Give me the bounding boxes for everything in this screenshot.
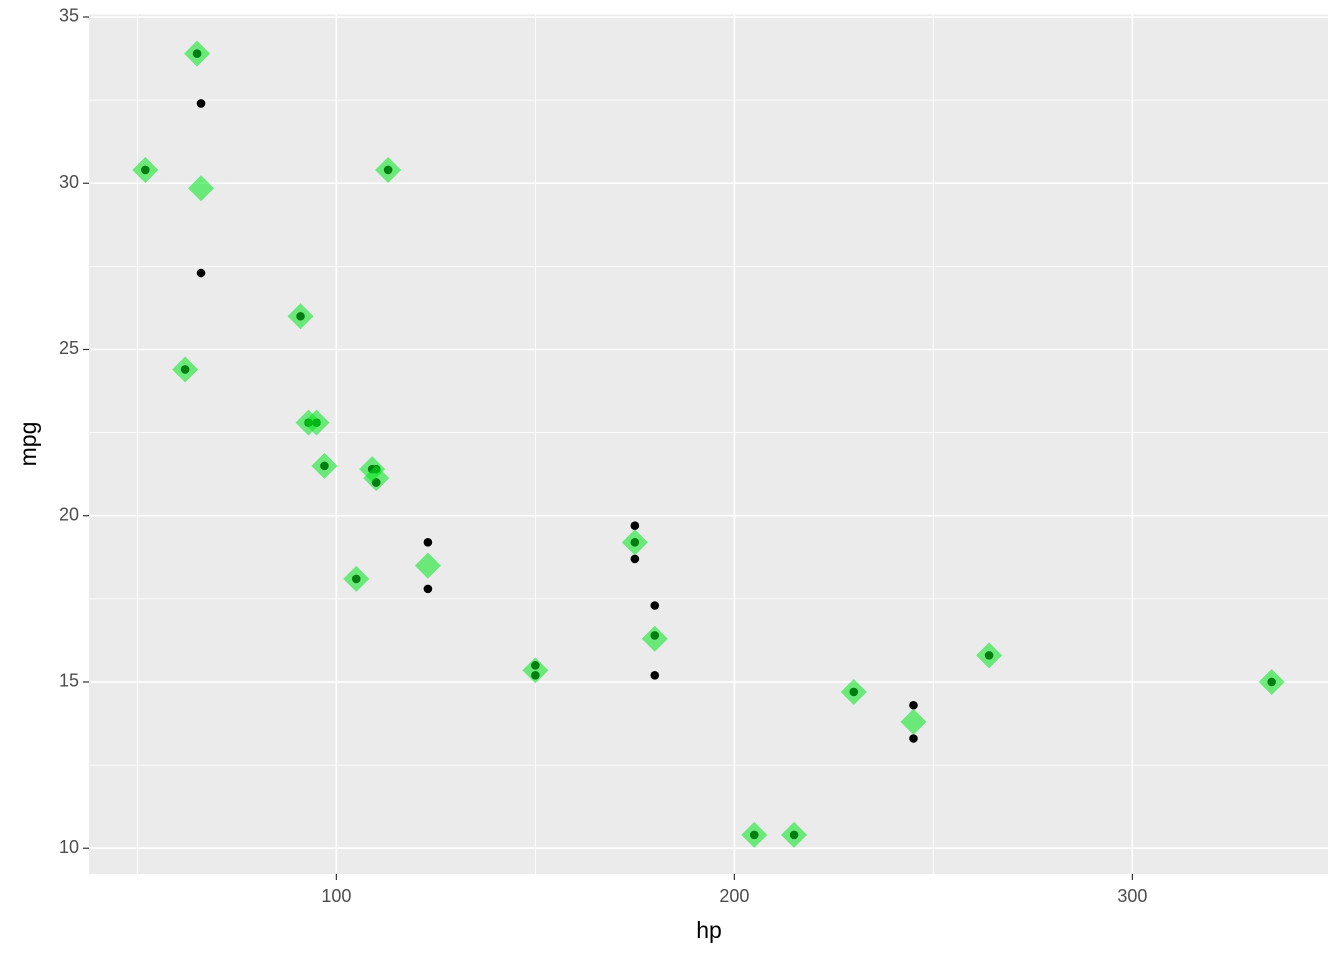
diamond-point [188, 175, 215, 202]
diamond-point [840, 678, 867, 705]
diamond-point [311, 452, 338, 479]
x-axis-title: hp [696, 917, 722, 943]
point [196, 268, 206, 278]
y-axis-title: mpg [15, 422, 41, 467]
y-tick-label: 15 [59, 671, 79, 691]
diamond-point [375, 156, 402, 183]
diamond-point [522, 657, 549, 684]
diamond-point [781, 821, 808, 848]
point [650, 601, 660, 610]
diamond-point [172, 356, 199, 383]
diamond-point [414, 552, 441, 579]
point [423, 584, 433, 594]
diamond-point [641, 625, 668, 652]
panel-background [89, 14, 1328, 874]
y-tick-label: 25 [59, 338, 79, 358]
diamond-point [184, 40, 211, 67]
y-tick-label: 30 [59, 172, 79, 192]
diamond-point [303, 409, 330, 436]
y-tick-label: 35 [59, 6, 79, 26]
point [909, 700, 918, 710]
x-tick-label: 200 [719, 886, 749, 906]
diamond-point [132, 156, 159, 183]
point [196, 99, 206, 108]
diamond-point [621, 529, 648, 556]
point [909, 734, 918, 743]
diamond-point [287, 303, 314, 330]
diamond-point [976, 642, 1003, 669]
diamond-point [900, 708, 927, 735]
x-tick-label: 100 [321, 886, 351, 906]
diamond-point [1258, 668, 1285, 695]
point [423, 538, 433, 547]
diamond-point [741, 821, 768, 848]
x-tick-label: 300 [1117, 886, 1147, 906]
y-tick-label: 20 [59, 504, 79, 524]
diamond-point [363, 465, 390, 492]
y-tick-label: 10 [59, 837, 79, 857]
diamond-point [343, 565, 370, 592]
point [630, 554, 640, 564]
point [650, 671, 660, 680]
point [630, 521, 640, 531]
